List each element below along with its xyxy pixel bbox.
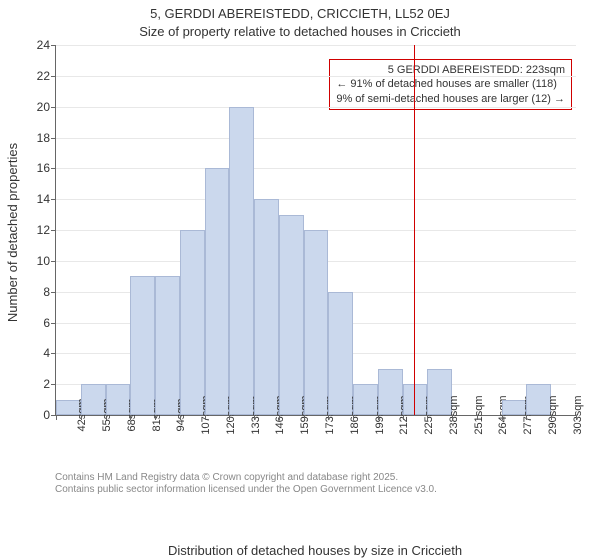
- title-line-2: Size of property relative to detached ho…: [0, 24, 600, 39]
- y-tick-label: 12: [37, 223, 56, 237]
- x-tick-mark: [502, 415, 503, 420]
- annotation-box: 5 GERDDI ABEREISTEDD: 223sqm ← 91% of de…: [329, 59, 572, 110]
- x-axis-label: Distribution of detached houses by size …: [55, 543, 575, 558]
- x-tick-mark: [130, 415, 131, 420]
- y-tick-label: 8: [43, 285, 56, 299]
- x-tick-mark: [205, 415, 206, 420]
- x-tick-mark: [56, 415, 57, 420]
- y-tick-label: 20: [37, 100, 56, 114]
- y-tick-label: 0: [43, 408, 56, 422]
- y-tick-label: 6: [43, 316, 56, 330]
- x-tick-mark: [427, 415, 428, 420]
- plot-area: 5 GERDDI ABEREISTEDD: 223sqm ← 91% of de…: [55, 45, 576, 416]
- x-tick-mark: [551, 415, 552, 420]
- y-tick-label: 24: [37, 38, 56, 52]
- bar: [205, 168, 230, 415]
- bar: [180, 230, 205, 415]
- gridline: [56, 168, 576, 169]
- bar: [304, 230, 329, 415]
- y-tick-label: 4: [43, 346, 56, 360]
- x-tick-mark: [403, 415, 404, 420]
- x-tick-mark: [304, 415, 305, 420]
- annotation-line-3: 9% of semi-detached houses are larger (1…: [336, 92, 565, 106]
- marker-line: [414, 45, 416, 415]
- x-tick-mark: [180, 415, 181, 420]
- bar: [254, 199, 279, 415]
- x-tick-mark: [279, 415, 280, 420]
- footer-line-2: Contains public sector information licen…: [55, 484, 437, 496]
- bar: [130, 276, 155, 415]
- x-tick-mark: [378, 415, 379, 420]
- bar: [279, 215, 304, 415]
- gridline: [56, 199, 576, 200]
- y-axis-label: Number of detached properties: [5, 143, 20, 322]
- bar: [155, 276, 180, 415]
- y-tick-label: 22: [37, 69, 56, 83]
- y-tick-label: 14: [37, 192, 56, 206]
- x-tick-mark: [229, 415, 230, 420]
- footer-line-1: Contains HM Land Registry data © Crown c…: [55, 472, 437, 484]
- footer-text: Contains HM Land Registry data © Crown c…: [55, 472, 437, 496]
- x-tick-mark: [81, 415, 82, 420]
- x-tick-mark: [353, 415, 354, 420]
- x-tick-mark: [526, 415, 527, 420]
- y-tick-label: 18: [37, 131, 56, 145]
- x-tick-mark: [155, 415, 156, 420]
- x-tick-mark: [328, 415, 329, 420]
- x-tick-mark: [452, 415, 453, 420]
- gridline: [56, 138, 576, 139]
- x-tick-mark: [477, 415, 478, 420]
- annotation-line-2: ← 91% of detached houses are smaller (11…: [336, 77, 565, 91]
- title-line-1: 5, GERDDI ABEREISTEDD, CRICCIETH, LL52 0…: [0, 6, 600, 21]
- gridline: [56, 107, 576, 108]
- x-tick-mark: [106, 415, 107, 420]
- bar: [229, 107, 254, 415]
- y-tick-label: 10: [37, 254, 56, 268]
- gridline: [56, 76, 576, 77]
- x-tick-mark: [576, 415, 577, 420]
- y-tick-label: 2: [43, 377, 56, 391]
- gridline: [56, 45, 576, 46]
- y-tick-label: 16: [37, 161, 56, 175]
- x-tick-mark: [254, 415, 255, 420]
- chart-container: 5, GERDDI ABEREISTEDD, CRICCIETH, LL52 0…: [0, 0, 600, 500]
